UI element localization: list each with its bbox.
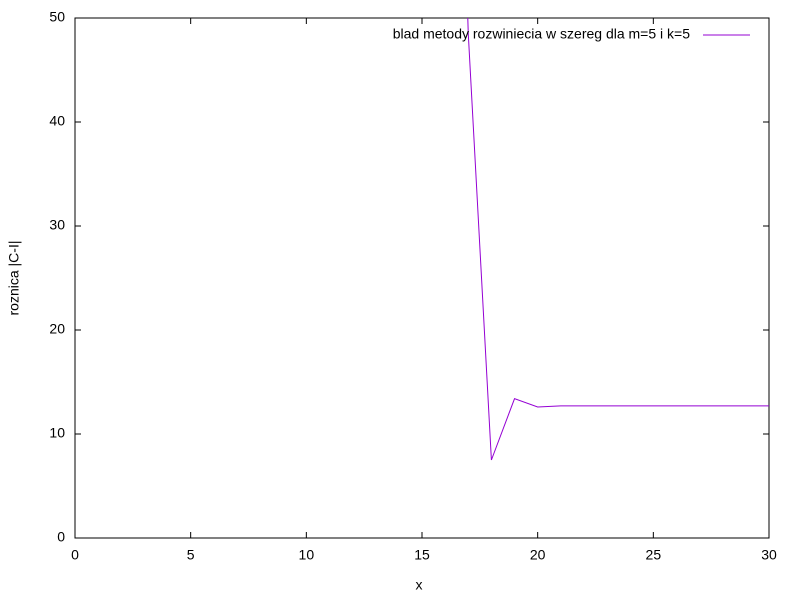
- y-axis-label: roznica |C-I|: [6, 241, 22, 316]
- x-tick-label: 10: [299, 547, 315, 563]
- y-tick-label: 20: [49, 321, 65, 337]
- legend-label: blad metody rozwiniecia w szereg dla m=5…: [393, 26, 690, 42]
- series-line: [467, 18, 769, 461]
- x-tick-label: 30: [761, 547, 777, 563]
- plot-frame: [74, 17, 770, 539]
- y-tick-label: 50: [49, 9, 65, 25]
- y-tick-label: 10: [49, 425, 65, 441]
- x-tick-label: 0: [71, 547, 79, 563]
- x-tick-label: 25: [646, 547, 662, 563]
- y-tick-label: 30: [49, 217, 65, 233]
- y-tick-label: 0: [57, 529, 65, 545]
- x-axis-label: x: [416, 577, 423, 593]
- x-tick-label: 5: [187, 547, 195, 563]
- x-tick-label: 15: [414, 547, 430, 563]
- plot-area: [467, 18, 769, 461]
- x-tick-label: 20: [530, 547, 546, 563]
- y-tick-label: 40: [49, 113, 65, 129]
